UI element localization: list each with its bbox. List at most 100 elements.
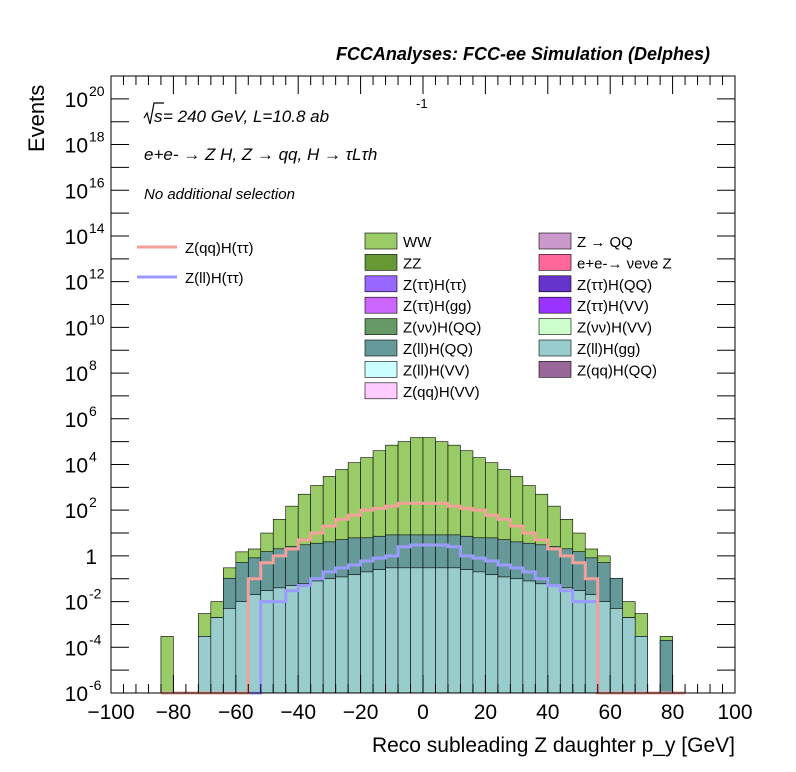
x-tick-label: 0 xyxy=(417,701,429,724)
y-tick-exponent: 18 xyxy=(89,129,105,145)
legend-box-swatch xyxy=(364,339,398,357)
x-tick-label: −100 xyxy=(87,701,134,724)
legend-box-swatch xyxy=(364,232,398,250)
stack-bar xyxy=(235,601,249,694)
y-tick-label: 10 xyxy=(65,454,88,477)
legend-box-swatch xyxy=(538,232,572,250)
legend-box-label: Z(ττ)H(ττ) xyxy=(403,277,467,294)
overlay-line xyxy=(160,501,686,695)
legend-box-label: Z(ll)H(QQ) xyxy=(403,341,473,358)
y-tick-exponent: 20 xyxy=(89,83,105,99)
legend-line-label: Z(ll)H(ττ) xyxy=(185,270,244,287)
stack-bar xyxy=(435,567,449,694)
x-tick-label: −60 xyxy=(218,701,254,724)
stack-bar xyxy=(272,587,287,694)
stack-bar xyxy=(410,567,424,694)
legend-box-label: e+e-→ νeνe Z xyxy=(577,255,672,272)
stack-bar xyxy=(160,636,174,694)
legend-box-label: Z(ττ)H(VV) xyxy=(577,298,649,315)
y-tick-exponent: 4 xyxy=(89,448,97,464)
stack-bar xyxy=(572,590,586,694)
y-tick-exponent: 10 xyxy=(89,311,105,327)
stack-bar xyxy=(597,601,611,694)
x-tick-label: −20 xyxy=(343,701,379,724)
legend-box-label: Z(ll)H(VV) xyxy=(403,362,470,379)
stack-bar xyxy=(198,636,212,694)
stack-bar xyxy=(622,617,636,694)
y-tick-label: 10 xyxy=(65,683,88,706)
y-tick-label: 10 xyxy=(65,89,88,112)
legend-box-label: Z(qq)H(VV) xyxy=(403,384,480,401)
legend-box-swatch xyxy=(364,275,398,293)
x-tick-label: 20 xyxy=(474,701,497,724)
legend-box-swatch xyxy=(364,296,398,314)
y-tick-exponent: 8 xyxy=(89,357,97,373)
y-tick-exponent: 6 xyxy=(89,403,97,419)
y-tick-label: 10 xyxy=(65,317,88,340)
legend-box-label: Z(νν)H(VV) xyxy=(577,320,652,337)
x-tick-label: 80 xyxy=(661,701,684,724)
stack-bar xyxy=(522,580,536,694)
y-tick-label: 10 xyxy=(65,180,88,203)
stack-bar xyxy=(634,636,648,694)
selection-text: No additional selection xyxy=(144,186,295,203)
overlay-line xyxy=(160,543,686,695)
sqrt-icon xyxy=(143,102,164,125)
legend-box-label: Z(qq)H(QQ) xyxy=(577,362,657,379)
stack-bar xyxy=(385,567,399,694)
stack-bar xyxy=(210,617,224,694)
x-axis-ticks: −100 −80 −60 −40 −20 0 20 40 60 80 100 xyxy=(87,76,753,724)
stack-bar xyxy=(347,574,361,694)
stack-bar xyxy=(297,583,311,694)
y-tick-label: 10 xyxy=(65,592,88,615)
y-tick-label: 10 xyxy=(65,500,88,523)
y-tick-label: 10 xyxy=(65,135,88,158)
y-tick-exponent: -4 xyxy=(89,631,102,647)
stack-bar xyxy=(472,571,486,694)
process-line: e+e- → Z H, Z → qq, H → τLτh xyxy=(144,145,377,164)
annotations: s = 240 GeV, L=10.8 ab -1 e+e- → Z H, Z … xyxy=(143,96,428,203)
x-tick-label: −80 xyxy=(156,701,192,724)
x-axis-label: Reco subleading Z daughter p_y [GeV] xyxy=(372,734,735,757)
y-tick-label: 10 xyxy=(65,226,88,249)
stack-bar xyxy=(659,640,673,694)
legend-box-label: ZZ xyxy=(403,255,421,272)
legend-box-swatch xyxy=(364,318,398,335)
stack-layer xyxy=(198,567,648,694)
stack-bar xyxy=(223,608,237,694)
y-tick-label: 10 xyxy=(65,637,88,660)
legend-box-swatch xyxy=(538,361,572,378)
y-tick-exponent: 12 xyxy=(89,266,105,282)
stack-bar xyxy=(485,574,499,694)
legend-box-label: Z(ττ)H(gg) xyxy=(403,298,472,315)
stack-bar xyxy=(247,594,262,694)
y-tick-exponent: 14 xyxy=(89,220,105,236)
y-tick-exponent: -6 xyxy=(89,677,102,693)
stack-bar xyxy=(322,578,336,694)
stack-bar xyxy=(360,571,374,694)
stack-bar xyxy=(397,567,411,694)
stack-bar xyxy=(372,569,386,694)
stack-bar xyxy=(609,608,623,694)
stack-bar xyxy=(559,587,574,694)
stack-bar xyxy=(535,583,549,694)
stack-bar xyxy=(285,585,299,694)
stack-bar xyxy=(584,594,599,694)
stack-bar xyxy=(335,576,349,694)
stack-bar xyxy=(310,580,324,694)
stack-bar xyxy=(510,578,524,694)
legend-box-label: WW xyxy=(403,234,432,251)
legend-stack: WW Z → QQ ZZ e+e-→ νeνe Z Z(ττ)H(ττ) Z(ττ)H(Q… xyxy=(364,232,672,401)
chart-title: FCCAnalyses: FCC-ee Simulation (Delphes) xyxy=(336,44,710,64)
y-tick-exponent: 2 xyxy=(89,494,97,510)
legend-line-label: Z(qq)H(ττ) xyxy=(185,240,254,257)
legend-box-swatch xyxy=(538,339,572,357)
x-tick-label: 40 xyxy=(536,701,559,724)
stack-bar xyxy=(260,590,274,694)
y-tick-exponent: 16 xyxy=(89,174,105,190)
y-axis-label: Events xyxy=(24,85,49,152)
legend-box-label: Z(ττ)H(QQ) xyxy=(577,277,652,294)
x-tick-label: 60 xyxy=(599,701,622,724)
